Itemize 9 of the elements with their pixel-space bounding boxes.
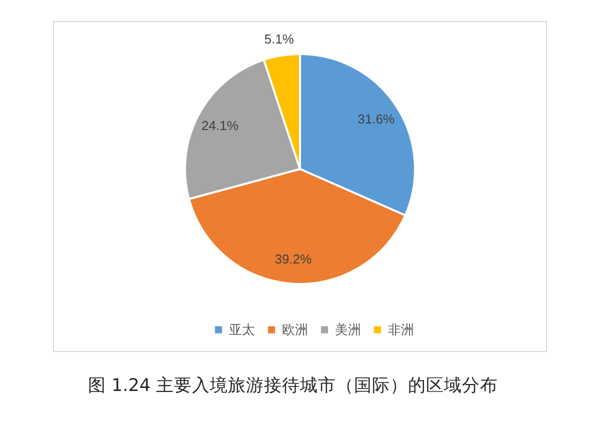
text: 图 1.24 主要入境旅游接待城市（国际）的区域分布 (88, 375, 498, 396)
data-label: 39.2% (274, 252, 312, 267)
legend-label: 美洲 (335, 322, 361, 338)
data-label: 5.1% (264, 32, 294, 47)
data-label: 24.1% (202, 118, 239, 133)
legend-label: 非洲 (388, 322, 414, 338)
legend-label: 欧洲 (282, 322, 308, 338)
legend-label: 亚太 (229, 322, 255, 338)
data-label: 31.6% (358, 111, 395, 126)
